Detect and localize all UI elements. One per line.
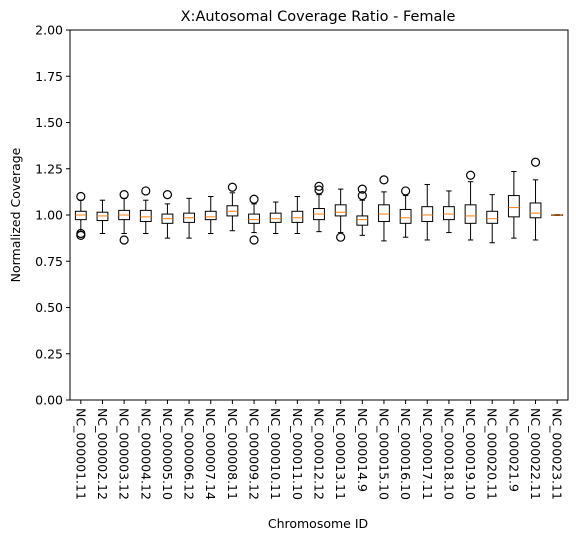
y-tick-label: 2.00 [35,23,63,38]
outlier-point [119,190,129,200]
iqr-box [291,210,304,223]
x-tick-label: NC_000016.10 [398,408,413,500]
iqr-box [269,212,282,223]
outlier-point [249,235,259,245]
chart-title: X:Autosomal Coverage Ratio - Female [181,9,456,25]
box-NC_000009.12 [248,194,260,245]
iqr-box [399,208,412,224]
plot-frame [69,29,569,401]
y-tick-label: 1.75 [35,69,63,84]
x-tick-label: NC_000021.9 [506,408,521,492]
box-NC_000021.9 [507,171,520,239]
y-axis-label: Normalized Coverage [8,147,23,282]
y-tick-label: 1.25 [35,161,63,176]
box-NC_000008.11 [226,182,239,232]
outlier-point [357,190,367,201]
y-tick-label: 0.75 [35,254,63,269]
y-tick-label: 0.50 [35,300,63,315]
iqr-box [529,202,542,219]
outlier-point [336,232,346,242]
box-series [74,157,564,245]
box-NC_000022.11 [529,157,542,241]
outlier-point [119,235,129,245]
outlier-point [76,230,86,240]
x-tick-label: NC_000012.12 [312,408,327,500]
box-NC_000019.10 [464,170,477,241]
y-tick-label: 0.00 [35,393,63,408]
y-tick-label: 0.25 [35,346,63,361]
box-NC_000018.10 [443,190,455,234]
outlier-point [401,186,411,196]
outlier-point [314,185,324,195]
x-tick-label: NC_000002.12 [95,408,110,500]
outlier-point [162,190,173,200]
iqr-box [139,209,152,222]
x-tick-label: NC_000005.10 [160,408,175,500]
x-tick-label: NC_000018.10 [441,408,456,500]
iqr-box [486,210,499,224]
iqr-box [464,204,477,224]
y-tick-label: 1.50 [35,115,63,130]
iqr-box [507,195,520,218]
y-axis: 0.00 0.25 0.50 0.75 1.00 1.25 1.50 1.75 2.00 [35,23,70,408]
x-tick-label: NC_000008.11 [225,408,240,500]
iqr-box [421,206,434,222]
box-NC_000002.12 [96,199,109,234]
x-tick-label: NC_000011.10 [290,408,305,500]
iqr-box [248,213,260,224]
box-NC_000015.10 [378,175,390,242]
iqr-box [204,210,217,221]
box-NC_000013.11 [334,188,347,242]
x-tick-label: NC_000015.10 [376,408,391,500]
x-tick-label: NC_000007.14 [203,408,218,500]
outlier-point [530,157,541,167]
outlier-point [249,194,259,204]
iqr-box [378,204,390,222]
iqr-box [443,206,455,221]
box-NC_000010.11 [269,201,282,234]
outlier-point [141,186,151,196]
x-axis-label: Chromosome ID [268,516,368,531]
box-NC_000017.11 [421,183,434,241]
iqr-box [334,204,347,217]
x-tick-label: NC_000014.9 [355,408,370,492]
x-tick-label: NC_000019.10 [463,408,478,500]
box-NC_000020.11 [486,194,499,244]
outlier-point [379,175,389,185]
x-tick-label: NC_000020.11 [485,408,500,500]
box-NC_000016.10 [399,186,412,238]
box-NC_000007.14 [204,196,217,234]
x-tick-label: NC_000023.11 [550,408,565,500]
box-NC_000011.10 [291,196,304,234]
x-tick-label: NC_000022.11 [528,408,543,500]
box-NC_000003.12 [118,190,131,245]
outlier-point [76,191,86,202]
box-NC_000006.12 [183,197,196,239]
x-tick-label: NC_000013.11 [333,408,348,500]
box-NC_000004.12 [139,186,152,234]
box-NC_000005.10 [161,190,174,239]
outlier-point [227,182,237,192]
box-NC_000014.9 [356,184,369,236]
iqr-box [356,215,369,226]
box-NC_000023.11 [551,214,564,216]
box-NC_000001.11 [74,191,87,240]
x-axis: NC_000001.11 NC_000002.12 NC_000003.12 NC_0… [73,400,565,500]
x-tick-label: NC_000009.12 [247,408,262,500]
x-tick-label: NC_000017.11 [420,408,435,500]
outlier-point [357,184,367,194]
x-tick-label: NC_000010.11 [268,408,283,500]
y-tick-label: 1.00 [35,208,63,223]
outlier-point [465,170,476,180]
x-tick-label: NC_000006.12 [182,408,197,500]
outlier-point [314,181,324,191]
x-tick-label: NC_000003.12 [117,408,132,500]
x-tick-label: NC_000004.12 [138,408,153,500]
box-NC_000012.12 [313,181,325,233]
x-tick-label: NC_000001.11 [73,408,88,500]
